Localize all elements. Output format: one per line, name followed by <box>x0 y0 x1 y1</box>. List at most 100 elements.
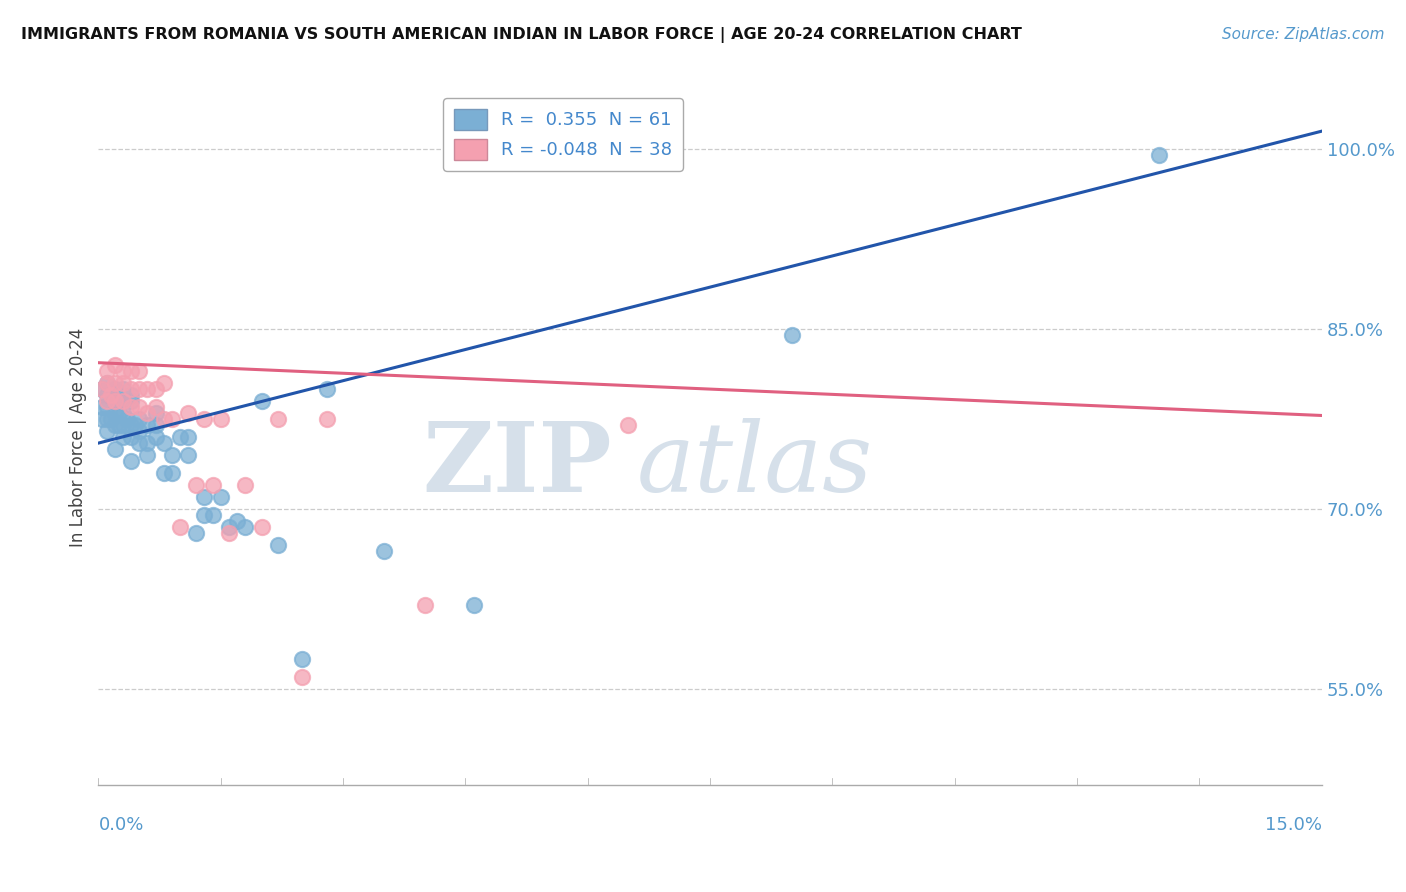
Point <box>250 520 273 534</box>
Text: ZIP: ZIP <box>423 418 612 512</box>
Point <box>233 478 256 492</box>
Point <box>209 412 232 426</box>
Point <box>617 418 640 433</box>
Point <box>104 418 127 433</box>
Point <box>177 406 200 420</box>
Y-axis label: In Labor Force | Age 20-24: In Labor Force | Age 20-24 <box>69 327 87 547</box>
Point <box>96 400 118 414</box>
Point <box>145 430 167 444</box>
Point <box>177 430 200 444</box>
Point <box>226 514 249 528</box>
Point <box>145 418 167 433</box>
Point <box>111 364 134 378</box>
Point <box>96 412 118 426</box>
Text: IMMIGRANTS FROM ROMANIA VS SOUTH AMERICAN INDIAN IN LABOR FORCE | AGE 20-24 CORR: IMMIGRANTS FROM ROMANIA VS SOUTH AMERICA… <box>21 27 1022 43</box>
Point <box>136 406 159 420</box>
Point <box>463 598 485 612</box>
Point <box>186 478 208 492</box>
Point <box>136 418 159 433</box>
Text: atlas: atlas <box>637 418 873 512</box>
Point <box>291 670 314 684</box>
Point <box>128 364 150 378</box>
Legend: R =  0.355  N = 61, R = -0.048  N = 38: R = 0.355 N = 61, R = -0.048 N = 38 <box>443 98 683 170</box>
Point <box>111 418 134 433</box>
Point <box>100 412 122 426</box>
Point <box>315 382 337 396</box>
Point <box>201 508 224 522</box>
Point <box>145 406 167 420</box>
Point <box>218 520 240 534</box>
Point <box>96 394 118 409</box>
Point <box>124 418 146 433</box>
Point <box>136 382 159 396</box>
Point <box>1147 148 1170 162</box>
Point <box>120 364 142 378</box>
Point <box>111 376 134 390</box>
Point <box>780 328 803 343</box>
Point <box>111 382 134 396</box>
Point <box>160 448 183 462</box>
Point <box>193 508 215 522</box>
Text: 15.0%: 15.0% <box>1264 816 1322 834</box>
Point <box>96 376 118 390</box>
Point <box>128 382 150 396</box>
Point <box>209 490 232 504</box>
Point <box>177 448 200 462</box>
Point <box>120 418 142 433</box>
Point <box>111 394 134 409</box>
Point <box>104 376 127 390</box>
Point <box>145 382 167 396</box>
Text: Source: ZipAtlas.com: Source: ZipAtlas.com <box>1222 27 1385 42</box>
Point <box>152 436 174 450</box>
Point <box>104 394 127 409</box>
Point <box>111 406 134 420</box>
Point <box>100 388 122 402</box>
Point <box>104 358 127 372</box>
Point <box>128 400 150 414</box>
Point <box>111 394 134 409</box>
Point <box>115 412 138 426</box>
Point <box>267 538 290 552</box>
Point <box>160 412 183 426</box>
Point <box>128 424 150 438</box>
Point <box>120 388 142 402</box>
Point <box>108 406 131 420</box>
Point <box>91 382 114 396</box>
Point <box>128 436 150 450</box>
Point <box>413 598 436 612</box>
Point <box>315 412 337 426</box>
Text: 0.0%: 0.0% <box>98 816 143 834</box>
Point <box>120 454 142 468</box>
Point <box>169 520 191 534</box>
Point <box>96 424 118 438</box>
Point <box>291 652 314 666</box>
Point <box>201 478 224 492</box>
Point <box>193 412 215 426</box>
Point <box>152 412 174 426</box>
Point <box>91 382 114 396</box>
Point <box>193 490 215 504</box>
Point <box>104 382 127 396</box>
Point <box>100 388 122 402</box>
Point <box>111 430 134 444</box>
Point <box>160 466 183 480</box>
Point <box>145 400 167 414</box>
Point <box>373 544 395 558</box>
Point <box>104 442 127 456</box>
Point <box>186 526 208 541</box>
Point <box>120 394 142 409</box>
Point <box>233 520 256 534</box>
Point <box>120 400 142 414</box>
Point <box>128 412 150 426</box>
Point <box>152 376 174 390</box>
Point <box>104 394 127 409</box>
Point <box>218 526 240 541</box>
Point <box>120 430 142 444</box>
Point <box>91 400 114 414</box>
Point <box>250 394 273 409</box>
Point <box>96 388 118 402</box>
Point <box>96 364 118 378</box>
Point <box>152 466 174 480</box>
Point <box>136 436 159 450</box>
Point <box>120 382 142 396</box>
